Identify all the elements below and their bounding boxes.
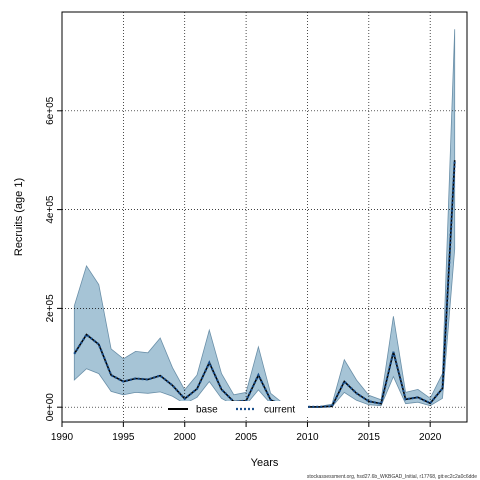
x-tick-label: 2015: [358, 432, 381, 443]
legend-label-base: base: [196, 405, 218, 416]
legend-background: [163, 401, 308, 417]
y-tick-label: 6e+05: [45, 96, 56, 125]
x-axis: 1990 1995 2000 2005 2010 2015 2020: [51, 422, 442, 443]
footer-note: stockassessment.org, hsd27.6b_WKBGAD_Ini…: [307, 474, 477, 480]
confidence-band: [73, 29, 456, 408]
legend: base current: [163, 401, 308, 417]
legend-label-current: current: [264, 405, 295, 416]
plot-frame: [61, 11, 468, 423]
confidence-band-layer: [73, 29, 456, 408]
series-line-current: [73, 160, 456, 408]
x-tick-label: 2010: [296, 432, 319, 443]
y-tick-label: 2e+05: [45, 294, 56, 323]
y-axis: 0e+00 2e+05 4e+05 6e+05: [45, 96, 62, 421]
series-lines-layer: [73, 160, 456, 408]
x-tick-label: 2005: [235, 432, 258, 443]
x-tick-label: 2000: [174, 432, 197, 443]
x-tick-label: 1990: [51, 432, 74, 443]
x-tick-label: 1995: [112, 432, 135, 443]
y-axis-title: Recruits (age 1): [13, 178, 25, 256]
y-tick-label: 0e+00: [45, 393, 56, 422]
x-tick-label: 2020: [419, 432, 442, 443]
y-tick-label: 4e+05: [45, 195, 56, 224]
x-axis-title: Years: [251, 457, 279, 469]
